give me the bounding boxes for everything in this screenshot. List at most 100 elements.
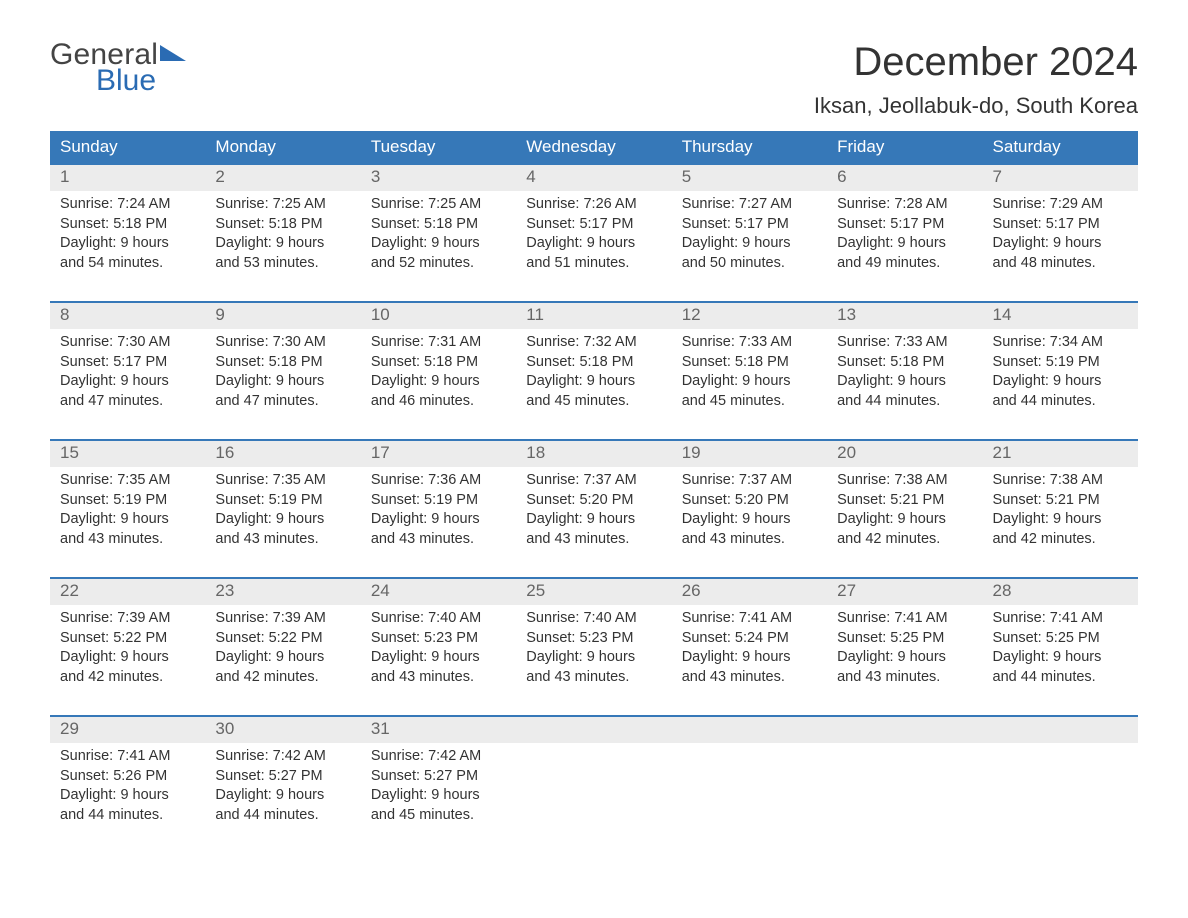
sunrise: Sunrise: 7:35 AM (215, 471, 350, 491)
daylight-line1: Daylight: 9 hours (60, 648, 195, 668)
sunrise: Sunrise: 7:33 AM (837, 333, 972, 353)
day-cell: Sunrise: 7:33 AMSunset: 5:18 PMDaylight:… (672, 329, 827, 433)
day-cell: Sunrise: 7:41 AMSunset: 5:26 PMDaylight:… (50, 743, 205, 847)
header: General Blue December 2024 Iksan, Jeolla… (50, 40, 1138, 119)
title-block: December 2024 Iksan, Jeollabuk-do, South… (814, 40, 1138, 119)
day-number: 13 (827, 303, 982, 329)
day-cell: Sunrise: 7:25 AMSunset: 5:18 PMDaylight:… (361, 191, 516, 295)
daylight-line1: Daylight: 9 hours (60, 786, 195, 806)
daylight-line1: Daylight: 9 hours (526, 510, 661, 530)
logo-triangle-icon (160, 45, 186, 61)
day-cell: Sunrise: 7:28 AMSunset: 5:17 PMDaylight:… (827, 191, 982, 295)
day-number: 4 (516, 165, 671, 191)
day-cell: Sunrise: 7:24 AMSunset: 5:18 PMDaylight:… (50, 191, 205, 295)
day-number: 16 (205, 441, 360, 467)
day-content-row: Sunrise: 7:24 AMSunset: 5:18 PMDaylight:… (50, 191, 1138, 295)
sunrise: Sunrise: 7:36 AM (371, 471, 506, 491)
daylight-line1: Daylight: 9 hours (371, 372, 506, 392)
sunset: Sunset: 5:26 PM (60, 767, 195, 787)
dow-header-row: Sunday Monday Tuesday Wednesday Thursday… (50, 131, 1138, 163)
day-cell: Sunrise: 7:32 AMSunset: 5:18 PMDaylight:… (516, 329, 671, 433)
day-cell: Sunrise: 7:38 AMSunset: 5:21 PMDaylight:… (983, 467, 1138, 571)
daylight-line1: Daylight: 9 hours (682, 648, 817, 668)
day-cell (827, 743, 982, 847)
day-number: 8 (50, 303, 205, 329)
daylight-line2: and 53 minutes. (215, 254, 350, 274)
day-cell: Sunrise: 7:29 AMSunset: 5:17 PMDaylight:… (983, 191, 1138, 295)
daylight-line1: Daylight: 9 hours (60, 372, 195, 392)
day-number: 19 (672, 441, 827, 467)
daylight-line2: and 45 minutes. (526, 392, 661, 412)
day-cell: Sunrise: 7:36 AMSunset: 5:19 PMDaylight:… (361, 467, 516, 571)
sunrise: Sunrise: 7:39 AM (60, 609, 195, 629)
daylight-line1: Daylight: 9 hours (215, 786, 350, 806)
sunset: Sunset: 5:19 PM (371, 491, 506, 511)
day-number: 26 (672, 579, 827, 605)
day-number: 15 (50, 441, 205, 467)
daynum-row: 1234567 (50, 165, 1138, 191)
dow-saturday: Saturday (983, 131, 1138, 163)
day-cell: Sunrise: 7:38 AMSunset: 5:21 PMDaylight:… (827, 467, 982, 571)
sunset: Sunset: 5:17 PM (60, 353, 195, 373)
daylight-line2: and 43 minutes. (215, 530, 350, 550)
dow-thursday: Thursday (672, 131, 827, 163)
day-number: 31 (361, 717, 516, 743)
dow-monday: Monday (205, 131, 360, 163)
sunrise: Sunrise: 7:35 AM (60, 471, 195, 491)
sunrise: Sunrise: 7:33 AM (682, 333, 817, 353)
day-number: 9 (205, 303, 360, 329)
daylight-line1: Daylight: 9 hours (682, 510, 817, 530)
day-cell: Sunrise: 7:27 AMSunset: 5:17 PMDaylight:… (672, 191, 827, 295)
location: Iksan, Jeollabuk-do, South Korea (814, 93, 1138, 119)
daylight-line2: and 42 minutes. (215, 668, 350, 688)
daylight-line1: Daylight: 9 hours (371, 234, 506, 254)
day-number: 18 (516, 441, 671, 467)
sunrise: Sunrise: 7:41 AM (60, 747, 195, 767)
day-content-row: Sunrise: 7:39 AMSunset: 5:22 PMDaylight:… (50, 605, 1138, 709)
daylight-line2: and 43 minutes. (526, 530, 661, 550)
day-content-row: Sunrise: 7:30 AMSunset: 5:17 PMDaylight:… (50, 329, 1138, 433)
day-cell: Sunrise: 7:33 AMSunset: 5:18 PMDaylight:… (827, 329, 982, 433)
sunrise: Sunrise: 7:39 AM (215, 609, 350, 629)
calendar: Sunday Monday Tuesday Wednesday Thursday… (50, 131, 1138, 853)
day-content-row: Sunrise: 7:35 AMSunset: 5:19 PMDaylight:… (50, 467, 1138, 571)
daylight-line1: Daylight: 9 hours (837, 234, 972, 254)
calendar-week: 293031Sunrise: 7:41 AMSunset: 5:26 PMDay… (50, 715, 1138, 853)
daylight-line1: Daylight: 9 hours (682, 234, 817, 254)
daylight-line2: and 45 minutes. (371, 806, 506, 826)
daylight-line1: Daylight: 9 hours (993, 234, 1128, 254)
day-cell: Sunrise: 7:42 AMSunset: 5:27 PMDaylight:… (361, 743, 516, 847)
day-cell: Sunrise: 7:25 AMSunset: 5:18 PMDaylight:… (205, 191, 360, 295)
day-number: 17 (361, 441, 516, 467)
day-cell (983, 743, 1138, 847)
day-number (983, 717, 1138, 743)
sunset: Sunset: 5:23 PM (526, 629, 661, 649)
day-cell: Sunrise: 7:40 AMSunset: 5:23 PMDaylight:… (516, 605, 671, 709)
day-number: 29 (50, 717, 205, 743)
sunrise: Sunrise: 7:34 AM (993, 333, 1128, 353)
daylight-line1: Daylight: 9 hours (215, 234, 350, 254)
daylight-line2: and 47 minutes. (60, 392, 195, 412)
sunset: Sunset: 5:17 PM (993, 215, 1128, 235)
daylight-line1: Daylight: 9 hours (526, 648, 661, 668)
sunset: Sunset: 5:19 PM (215, 491, 350, 511)
day-cell (672, 743, 827, 847)
sunrise: Sunrise: 7:40 AM (526, 609, 661, 629)
sunset: Sunset: 5:20 PM (526, 491, 661, 511)
day-cell: Sunrise: 7:35 AMSunset: 5:19 PMDaylight:… (205, 467, 360, 571)
daylight-line1: Daylight: 9 hours (60, 234, 195, 254)
daylight-line2: and 48 minutes. (993, 254, 1128, 274)
day-number: 24 (361, 579, 516, 605)
sunset: Sunset: 5:18 PM (60, 215, 195, 235)
sunset: Sunset: 5:22 PM (215, 629, 350, 649)
daylight-line1: Daylight: 9 hours (682, 372, 817, 392)
sunrise: Sunrise: 7:27 AM (682, 195, 817, 215)
daylight-line2: and 43 minutes. (837, 668, 972, 688)
sunset: Sunset: 5:20 PM (682, 491, 817, 511)
sunrise: Sunrise: 7:31 AM (371, 333, 506, 353)
daylight-line1: Daylight: 9 hours (371, 786, 506, 806)
month-title: December 2024 (814, 40, 1138, 85)
daylight-line2: and 51 minutes. (526, 254, 661, 274)
daylight-line1: Daylight: 9 hours (215, 648, 350, 668)
sunrise: Sunrise: 7:38 AM (993, 471, 1128, 491)
